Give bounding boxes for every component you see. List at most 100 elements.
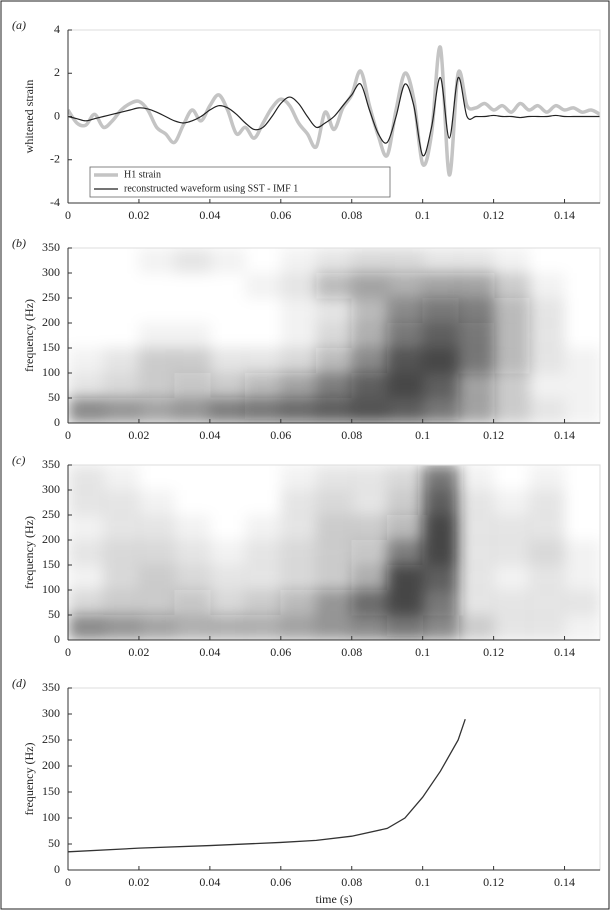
heat-cell xyxy=(209,398,246,423)
heat-cell xyxy=(458,590,495,616)
panel-label: (a) xyxy=(12,18,26,32)
heat-cell xyxy=(458,490,495,516)
y-tick-label: 0 xyxy=(54,415,60,429)
heat-cell xyxy=(493,348,530,374)
heat-cell xyxy=(68,248,104,274)
series-line xyxy=(68,45,600,177)
heat-cell xyxy=(422,298,459,324)
heat-cell xyxy=(174,323,211,349)
heat-cell xyxy=(280,348,317,374)
heat-cell xyxy=(103,398,140,423)
heat-cell xyxy=(103,298,139,324)
heat-cell xyxy=(68,615,104,640)
x-tick-label: 0.12 xyxy=(483,645,504,659)
heat-cell xyxy=(529,540,566,566)
heat-cell xyxy=(139,273,175,299)
heat-cell xyxy=(174,398,211,423)
heat-cell xyxy=(68,348,104,374)
heat-cell xyxy=(387,348,424,374)
heat-cell xyxy=(68,540,104,566)
heat-cell xyxy=(564,398,600,423)
heat-cell xyxy=(422,248,459,274)
x-tick-label: 0.06 xyxy=(270,208,291,222)
x-tick-label: 0.12 xyxy=(483,428,504,442)
heat-cell xyxy=(458,323,495,349)
panel-label: (d) xyxy=(12,676,26,690)
heat-cell xyxy=(494,465,530,491)
heat-cell xyxy=(245,398,282,423)
heat-cell xyxy=(564,348,600,374)
heat-cell xyxy=(422,465,459,491)
heat-cell xyxy=(209,615,246,640)
y-tick-label: 350 xyxy=(42,680,60,694)
heat-cell xyxy=(351,615,388,640)
heat-cell xyxy=(565,298,601,324)
y-tick-label: 350 xyxy=(42,457,60,471)
y-tick-label: -2 xyxy=(50,152,60,166)
y-tick-label: -4 xyxy=(50,195,60,209)
heat-cell xyxy=(422,490,459,516)
heat-cell xyxy=(245,298,281,324)
heat-cell xyxy=(280,298,317,324)
heat-cell xyxy=(103,515,140,541)
heat-cell xyxy=(209,540,246,566)
heat-cell xyxy=(245,590,282,616)
heat-cell xyxy=(174,615,211,640)
heat-cell xyxy=(174,348,211,374)
heat-cell xyxy=(316,515,353,541)
x-tick-label: 0.08 xyxy=(341,875,362,889)
heat-cell xyxy=(174,565,211,591)
heat-cell xyxy=(458,348,495,374)
heat-cell xyxy=(103,565,140,591)
heat-cell xyxy=(138,540,175,566)
heat-cell xyxy=(316,323,353,349)
heat-cell xyxy=(565,490,601,516)
heat-cell xyxy=(210,298,246,324)
x-tick-label: 0.02 xyxy=(128,428,149,442)
heat-cell xyxy=(351,298,388,324)
heat-cell xyxy=(387,465,424,491)
heat-cell xyxy=(245,615,282,640)
heat-cell xyxy=(529,323,566,349)
x-tick-label: 0.06 xyxy=(270,645,291,659)
heat-cell xyxy=(387,273,424,299)
heat-cell xyxy=(316,298,353,324)
series-line xyxy=(68,76,600,157)
heat-cell xyxy=(68,565,104,591)
heat-cell xyxy=(529,248,565,274)
heat-cell xyxy=(351,590,388,616)
heat-cell xyxy=(68,298,104,324)
heat-cell xyxy=(351,323,388,349)
heat-cell xyxy=(458,615,495,640)
heat-cell xyxy=(280,323,317,349)
heat-cell xyxy=(564,615,600,640)
heat-cell xyxy=(280,540,317,566)
heat-cell xyxy=(316,248,353,274)
heat-cell xyxy=(245,565,282,591)
heat-cell xyxy=(529,515,566,541)
heat-cell xyxy=(68,323,104,349)
heat-cell xyxy=(280,515,317,541)
heat-cell xyxy=(209,373,246,399)
x-tick-label: 0.1 xyxy=(415,645,430,659)
heat-cell xyxy=(316,373,353,399)
heat-cell xyxy=(210,323,246,349)
heat-cell xyxy=(316,348,353,374)
y-tick-label: 0 xyxy=(54,862,60,876)
x-tick-label: 0 xyxy=(65,875,71,889)
heat-cell xyxy=(387,323,424,349)
heat-cell xyxy=(387,615,424,640)
heat-cell xyxy=(351,515,388,541)
heat-cell xyxy=(174,373,211,399)
heat-cell xyxy=(351,398,388,423)
heat-cell xyxy=(280,398,317,423)
heat-cell xyxy=(422,615,459,640)
heat-cell xyxy=(351,273,388,299)
heat-cell xyxy=(174,490,210,516)
heat-cell xyxy=(387,398,424,423)
x-axis-label: time (s) xyxy=(316,892,353,906)
heat-cell xyxy=(316,465,353,491)
heat-cell xyxy=(316,490,353,516)
heat-cell xyxy=(280,465,317,491)
panel: 0 50 100 150 200 250 300 350 0 0.02 0.04 0.06 0.08 0.… xyxy=(12,453,601,659)
